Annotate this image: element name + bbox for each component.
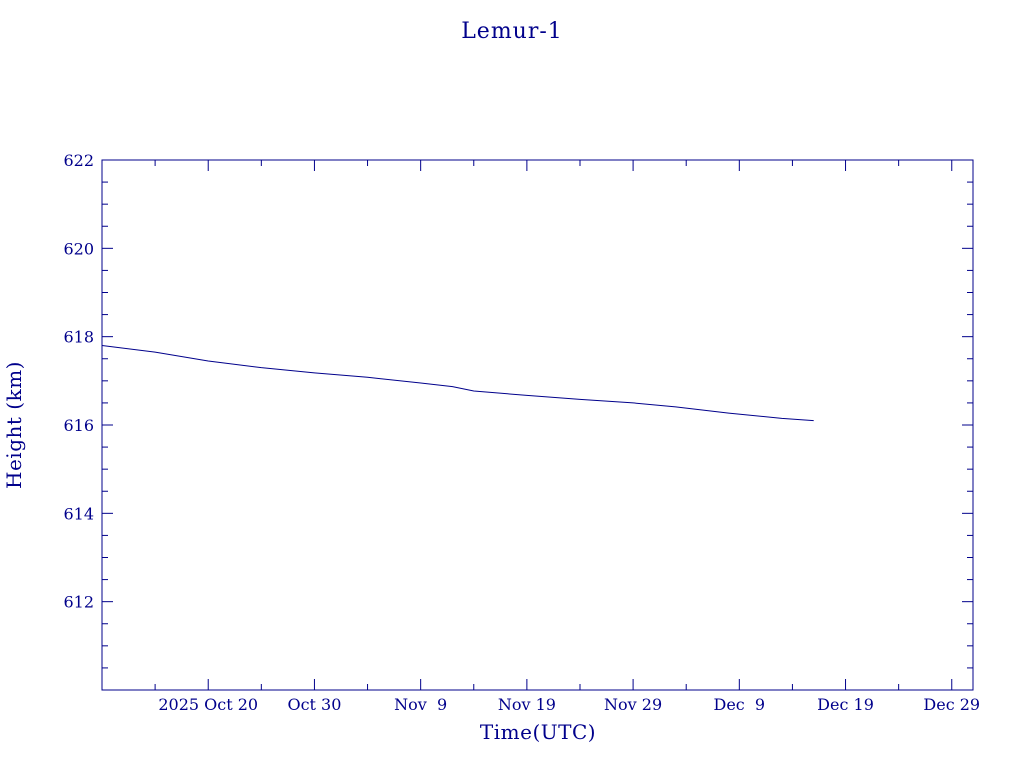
y-tick-label: 622 — [63, 151, 94, 170]
plot-frame — [101, 159, 974, 691]
y-axis-label: Height (km) — [2, 361, 26, 489]
x-tick-label: Nov 19 — [498, 695, 556, 714]
x-tick-label: Nov 29 — [604, 695, 662, 714]
x-tick-label: Oct 30 — [287, 695, 341, 714]
x-tick-label: Dec 9 — [714, 695, 766, 714]
y-tick-label: 614 — [63, 504, 94, 523]
y-tick-label: 612 — [63, 593, 94, 612]
axis-tick-labels: 612 614 616 618 620 622 2025 Oct 20 Oct 30 Nov 9… — [63, 151, 980, 714]
x-axis-label: Time(UTC) — [480, 720, 596, 744]
y-tick-label: 616 — [63, 416, 94, 435]
series-line — [101, 345, 814, 422]
axis-ticks — [101, 159, 973, 691]
x-tick-label: Dec 29 — [923, 695, 980, 714]
y-tick-label: 620 — [63, 239, 94, 258]
x-tick-label: 2025 Oct 20 — [158, 695, 258, 714]
y-tick-label: 618 — [63, 328, 94, 347]
chart-title: Lemur-1 — [461, 19, 563, 44]
x-tick-label: Nov 9 — [394, 695, 447, 714]
x-tick-label: Dec 19 — [817, 695, 874, 714]
